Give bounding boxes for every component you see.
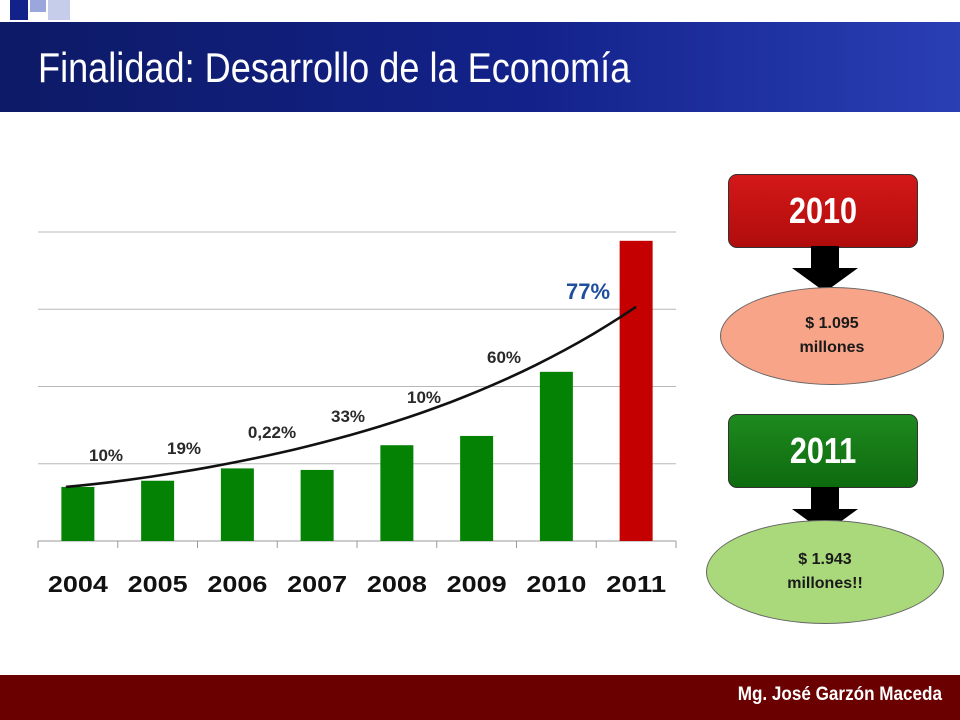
data-label: 33% [331, 407, 365, 426]
data-label: 10% [89, 446, 123, 465]
title-bar [0, 22, 960, 112]
amount-value: $ 1.943 [798, 551, 852, 568]
data-label: 60% [487, 348, 521, 367]
decorative-square [10, 0, 28, 20]
amount-ellipse-2010: $ 1.095 millones [720, 287, 944, 385]
bar-2005 [141, 480, 175, 541]
data-label: 77% [566, 279, 610, 304]
x-tick-label: 2011 [606, 571, 666, 597]
bar-2011 [619, 240, 653, 541]
author-name: Mg. José Garzón Maceda [737, 684, 942, 705]
amount-unit: millones!! [787, 575, 863, 592]
amount-value: $ 1.095 [805, 315, 859, 332]
bar-2008 [380, 445, 414, 541]
year-label: 2010 [788, 190, 858, 231]
amount-unit: millones [799, 339, 865, 356]
bar-2007 [300, 469, 334, 541]
data-label: 0,22% [248, 423, 296, 442]
footer-bar [0, 675, 960, 720]
bar-2010 [539, 371, 573, 541]
x-tick-label: 2009 [447, 571, 507, 597]
year-label: 2011 [789, 430, 857, 471]
x-tick-label: 2005 [128, 571, 188, 597]
bar-2009 [460, 435, 494, 541]
x-tick-label: 2008 [367, 571, 427, 597]
x-tick-label: 2004 [48, 571, 108, 597]
data-label: 10% [407, 388, 441, 407]
amount-ellipse-2011: $ 1.943 millones!! [706, 520, 944, 624]
x-tick-label: 2010 [526, 571, 586, 597]
bar-2004 [61, 486, 95, 541]
year-box-2010: 2010 [728, 174, 918, 248]
x-tick-label: 2006 [207, 571, 267, 597]
data-label: 19% [167, 439, 201, 458]
decorative-square [30, 0, 46, 12]
year-box-2011: 2011 [728, 414, 918, 488]
bar-2006 [220, 468, 254, 541]
down-arrow-icon [792, 246, 858, 292]
down-arrow-icon [792, 487, 858, 533]
slide-title: Finalidad: Desarrollo de la Economía [38, 44, 631, 91]
decorative-square [48, 0, 70, 20]
x-tick-label: 2007 [287, 571, 347, 597]
trendline [65, 305, 637, 489]
